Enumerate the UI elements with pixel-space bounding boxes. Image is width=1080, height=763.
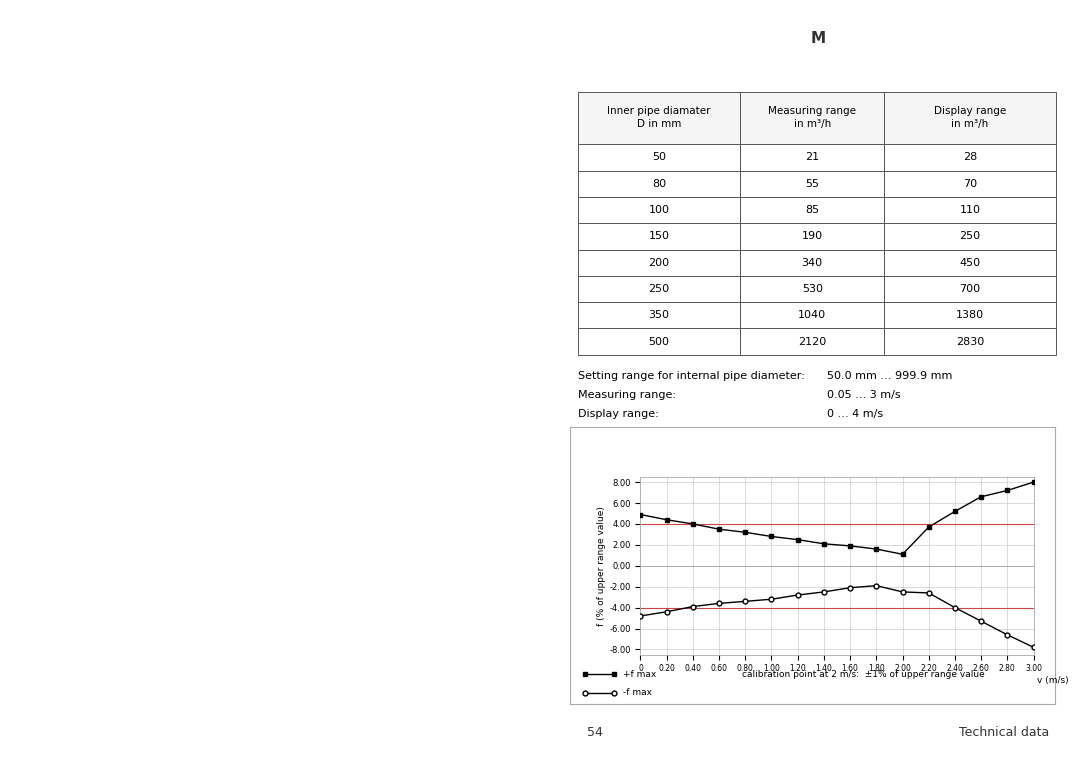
Text: 2.5 s: 2.5 s [826, 428, 853, 438]
Text: 21: 21 [806, 153, 820, 163]
Text: 2120: 2120 [798, 336, 826, 346]
Bar [578, 144, 741, 170]
Text: 340: 340 [801, 258, 823, 268]
Text: -f max: -f max [623, 688, 652, 697]
Text: M: M [810, 31, 826, 46]
Bar [578, 328, 741, 355]
Text: 70: 70 [963, 179, 977, 188]
Text: 100: 100 [649, 205, 670, 215]
Bar [885, 250, 1056, 275]
Bar [885, 328, 1056, 355]
Text: Measuring range: Measuring range [768, 106, 856, 116]
Text: 2830: 2830 [956, 336, 984, 346]
Bar [885, 92, 1056, 144]
Text: 28: 28 [963, 153, 977, 163]
Text: 50: 50 [652, 153, 666, 163]
Bar [741, 328, 885, 355]
Bar [578, 92, 741, 144]
Text: 150: 150 [649, 231, 670, 241]
Text: 500: 500 [649, 336, 670, 346]
Bar [741, 170, 885, 197]
Bar [578, 197, 741, 223]
Bar [741, 250, 885, 275]
Bar [741, 275, 885, 302]
Text: 250: 250 [959, 231, 981, 241]
Text: 50.0 mm … 999.9 mm: 50.0 mm … 999.9 mm [826, 371, 951, 381]
Bar [885, 170, 1056, 197]
Text: 0.05 … 3 m/s: 0.05 … 3 m/s [826, 390, 901, 400]
Text: 1040: 1040 [798, 311, 826, 320]
Text: see failure ddiagram): see failure ddiagram) [578, 504, 698, 514]
Text: (5% MBE to 100% MBE): (5% MBE to 100% MBE) [578, 466, 710, 476]
Text: Display range:: Display range: [578, 409, 659, 419]
Text: D in mm: D in mm [637, 120, 681, 130]
Bar [578, 275, 741, 302]
Y-axis label: f (% of upper range value): f (% of upper range value) [597, 506, 607, 626]
Text: Accuracy:: Accuracy: [578, 485, 632, 495]
Text: 450: 450 [959, 258, 981, 268]
Text: 55: 55 [806, 179, 820, 188]
Text: Measuring range:: Measuring range: [578, 390, 676, 400]
Text: 700: 700 [959, 284, 981, 294]
Bar [741, 302, 885, 328]
Text: calibration point at 2 m/s:  ±1% of upper range value: calibration point at 2 m/s: ±1% of upper… [742, 670, 984, 679]
Text: 350: 350 [649, 311, 670, 320]
Bar [741, 197, 885, 223]
Text: 1380: 1380 [956, 311, 984, 320]
Bar [578, 250, 741, 275]
Bar [578, 223, 741, 250]
Bar [885, 144, 1056, 170]
Text: 530: 530 [801, 284, 823, 294]
Text: Setting range for internal pipe diameter:: Setting range for internal pipe diameter… [578, 371, 805, 381]
Text: 190: 190 [801, 231, 823, 241]
Text: Display range: Display range [934, 106, 1007, 116]
Text: 200: 200 [649, 258, 670, 268]
Text: 80: 80 [652, 179, 666, 188]
Bar [885, 302, 1056, 328]
Text: 1% MW **: 1% MW ** [826, 447, 883, 457]
Text: ±1% MBE * at 2 m/s: ±1% MBE * at 2 m/s [826, 485, 940, 495]
Text: 110: 110 [960, 205, 981, 215]
Text: Response delay:: Response delay: [578, 428, 669, 438]
Text: Inner pipe diamater: Inner pipe diamater [607, 106, 711, 116]
Text: Technical data: Technical data [959, 726, 1049, 739]
Bar [885, 197, 1056, 223]
Text: in m³/h: in m³/h [794, 120, 831, 130]
Text: v (m/s): v (m/s) [1038, 676, 1069, 685]
Text: 0 … 4 m/s: 0 … 4 m/s [826, 409, 882, 419]
Text: 250: 250 [649, 284, 670, 294]
Text: Repeatability:: Repeatability: [578, 447, 654, 457]
Text: 85: 85 [806, 205, 820, 215]
Bar [885, 275, 1056, 302]
Text: in m³/h: in m³/h [951, 120, 989, 130]
Bar [741, 144, 885, 170]
Bar [741, 223, 885, 250]
Bar [741, 92, 885, 144]
Text: 54: 54 [588, 726, 604, 739]
Bar [578, 302, 741, 328]
Text: +f max: +f max [623, 670, 657, 679]
Bar [885, 223, 1056, 250]
Bar [578, 170, 741, 197]
